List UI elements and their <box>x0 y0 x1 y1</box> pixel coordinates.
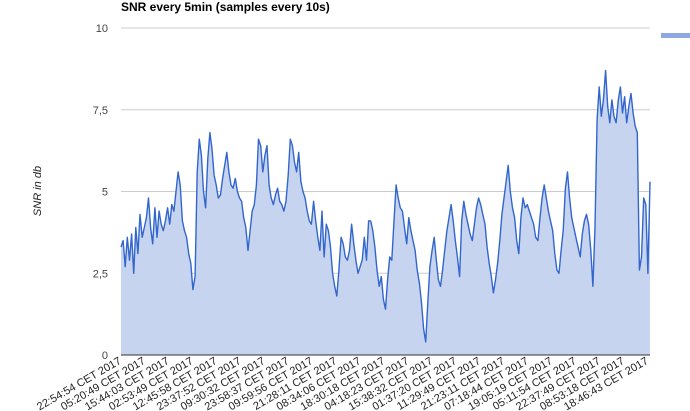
series-area-fill <box>121 70 650 355</box>
y-tick-label: 2,5 <box>93 268 108 280</box>
y-axis-ticks: 0 2,5 5 7,5 10 <box>93 23 108 362</box>
y-tick-label: 0 <box>102 350 108 362</box>
chart-title: SNR every 5min (samples every 10s) <box>121 0 330 14</box>
y-axis-title: SNR in db <box>32 166 44 216</box>
y-tick-label: 7,5 <box>93 105 108 117</box>
legend-swatch <box>661 33 690 38</box>
plot-area <box>120 69 651 356</box>
y-tick-label: 5 <box>102 187 108 199</box>
y-tick-label: 10 <box>96 23 108 35</box>
series-line <box>120 69 651 343</box>
